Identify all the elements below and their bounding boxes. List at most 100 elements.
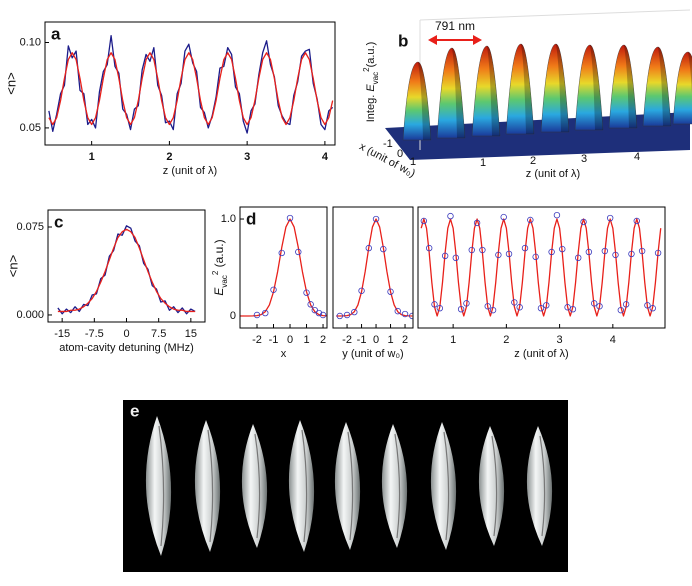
data-point <box>336 312 344 320</box>
panel-b: b 791 nm Integ. Evac2(a.u.) -1 0 1 x (un… <box>357 9 692 180</box>
label-part: (a.u.) <box>365 42 377 68</box>
panel-letter: b <box>398 31 408 50</box>
data-point <box>638 247 646 255</box>
data-point <box>559 245 566 253</box>
data-point <box>452 254 459 262</box>
x-tick-label: 0 <box>287 334 293 346</box>
data-point <box>527 216 534 224</box>
y-axis-label: <n> <box>3 72 18 94</box>
shell <box>526 426 553 546</box>
y-axis-label: Evac2 (a.u.) <box>211 239 229 295</box>
surface-peak <box>642 46 672 127</box>
data-point <box>516 304 523 311</box>
x-tick-label: 1 <box>387 334 393 346</box>
panel-letter: c <box>54 212 63 231</box>
data-line <box>48 35 334 134</box>
x-tick-label: 1 <box>450 334 456 346</box>
data-point <box>495 251 502 259</box>
x-axis-label: y (unit of w₀) <box>342 348 403 360</box>
box-edge <box>419 9 691 21</box>
y-tick-label: 0.05 <box>20 122 41 134</box>
x-tick-label: -2 <box>252 334 262 346</box>
data-point <box>401 310 409 318</box>
peak-shade <box>418 62 431 140</box>
x-tick-label: 3 <box>557 334 563 346</box>
data-point <box>409 312 413 320</box>
data-point <box>295 248 302 256</box>
shell-fold <box>443 431 450 541</box>
charts: 0.050.101 2 3 4z (unit of λ)<n>a0.0000.075-… <box>3 21 666 360</box>
x-tick-label: 2 <box>503 334 509 346</box>
shell <box>334 422 361 550</box>
surface-peak <box>608 44 638 129</box>
z-tick-label: 1 <box>480 157 486 169</box>
data-point <box>654 249 662 257</box>
data-point <box>505 250 513 258</box>
shells <box>145 416 553 556</box>
data-point <box>548 248 555 256</box>
x-tick-label: 7.5 <box>151 328 166 340</box>
x-tick-label: 0 <box>373 334 379 346</box>
label-part: vac <box>220 275 229 287</box>
peaks <box>402 43 692 141</box>
data-point <box>585 248 593 256</box>
z-tick-label: 3 <box>581 153 587 165</box>
surface-peak <box>436 47 466 139</box>
data-point <box>473 219 481 227</box>
x-tick-label: -7.5 <box>85 328 104 340</box>
surface-peak <box>672 51 692 125</box>
label-part: (a.u.) <box>212 239 226 267</box>
data-point <box>441 252 449 260</box>
data-point <box>387 288 394 295</box>
chart: -2 -1 0 1 2 y (unit of w₀) <box>332 206 414 360</box>
shell-fold <box>394 433 401 539</box>
peak-shade <box>688 52 692 94</box>
data-point <box>580 218 587 226</box>
shell <box>288 420 315 552</box>
x-tick-label: -1 <box>357 334 367 346</box>
x-tick-label: 4 <box>610 334 616 346</box>
data-point <box>262 309 269 317</box>
data-point <box>617 306 625 314</box>
plot-frame <box>47 209 206 323</box>
data-point <box>319 311 327 319</box>
data-point <box>431 301 438 308</box>
data-point <box>380 245 387 253</box>
chart: 1 2 3 4 z (unit of λ) <box>417 206 666 360</box>
data-point <box>457 305 465 313</box>
panel-letter: d <box>246 209 256 228</box>
plot-frame <box>44 21 336 146</box>
data-point <box>484 303 491 310</box>
shell-fold <box>301 429 308 543</box>
surface-peak <box>402 61 432 141</box>
data-line <box>240 218 327 317</box>
data-point <box>596 303 603 310</box>
y-tick-label: 0.10 <box>20 36 41 48</box>
peak-shade <box>556 44 569 132</box>
data-point <box>468 246 475 254</box>
vertical-axis-label: Integ. Evac2(a.u.) <box>362 42 380 123</box>
x-tick-label: 1 <box>89 151 95 163</box>
x-tick-label: -1 <box>383 138 393 150</box>
data-point <box>307 301 314 308</box>
shell <box>145 416 172 556</box>
data-point <box>489 306 497 314</box>
label-part: vac <box>371 72 380 84</box>
data-point <box>532 253 539 261</box>
data-point <box>351 308 358 316</box>
shell-fold <box>254 433 261 539</box>
z-axis-label: z (unit of λ) <box>526 168 580 180</box>
x-tick-label: 2 <box>320 334 326 346</box>
y-axis-label: <n> <box>5 255 20 277</box>
data-point <box>575 254 582 262</box>
x-tick-label: 0 <box>397 148 403 160</box>
data-point <box>601 247 609 255</box>
label-part: 2 <box>362 67 371 72</box>
data-point <box>500 213 507 221</box>
data-point <box>537 305 545 312</box>
x-tick-label: -1 <box>269 334 279 346</box>
data-point <box>612 251 619 259</box>
x-tick-label: 1 <box>303 334 309 346</box>
data-point <box>436 305 444 312</box>
panel-letter: a <box>51 24 61 43</box>
